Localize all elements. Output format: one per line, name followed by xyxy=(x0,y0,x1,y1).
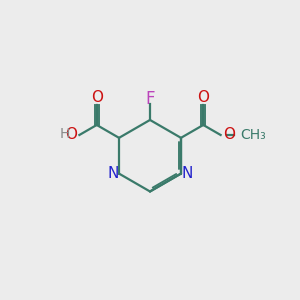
Text: CH₃: CH₃ xyxy=(240,128,266,142)
Text: N: N xyxy=(182,166,193,181)
Text: O: O xyxy=(197,90,209,105)
Text: O: O xyxy=(224,128,236,142)
Text: F: F xyxy=(145,89,155,107)
Text: H: H xyxy=(60,128,70,141)
Text: O: O xyxy=(65,128,77,142)
Text: N: N xyxy=(107,166,118,181)
Text: O: O xyxy=(91,90,103,105)
